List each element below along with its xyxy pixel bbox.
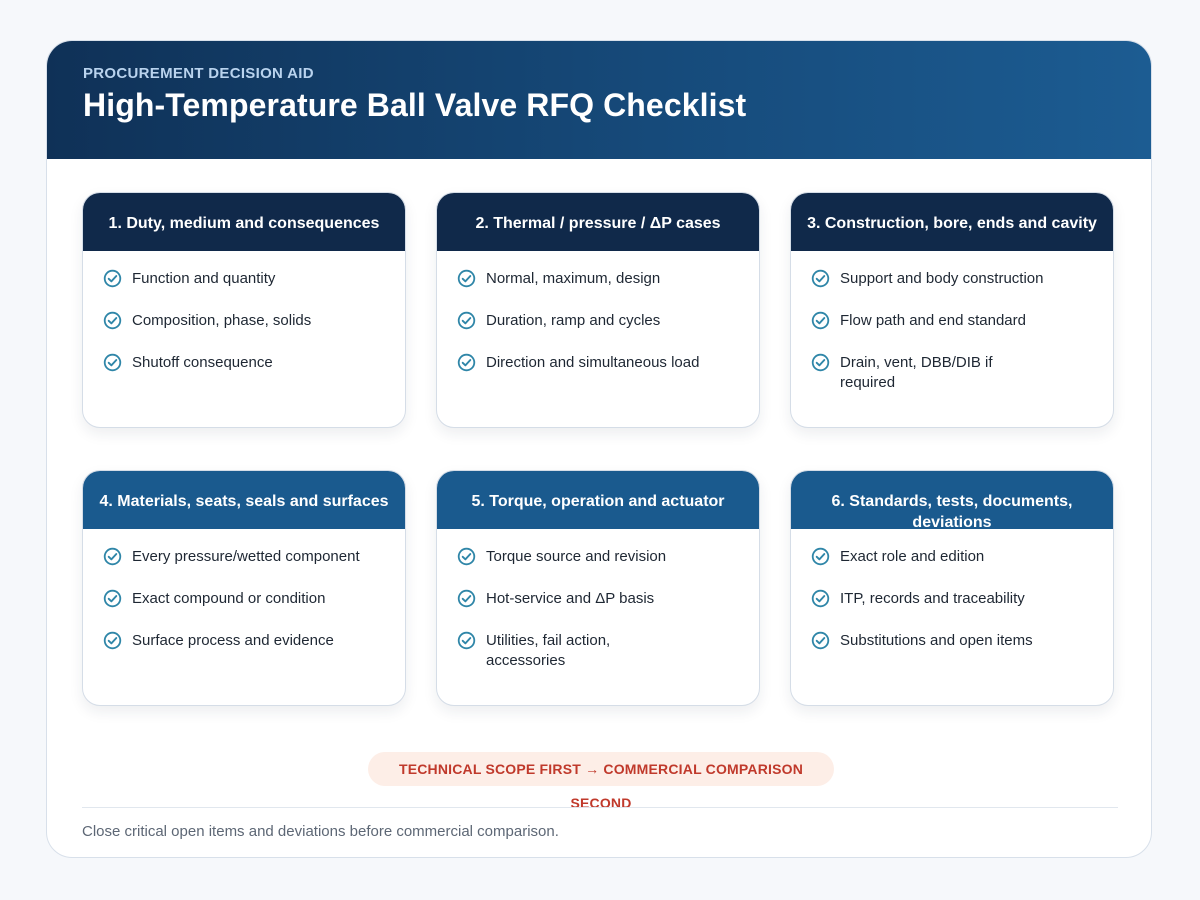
check-circle-icon (103, 547, 122, 566)
item-list: Exact role and edition ITP, records and … (791, 529, 1113, 651)
check-circle-icon (457, 631, 476, 650)
card-title: 1. Duty, medium and consequences (83, 193, 405, 251)
item-list: Every pressure/wetted component Exact co… (83, 529, 405, 651)
list-item: ITP, records and traceability (811, 589, 1099, 609)
item-list: Support and body construction Flow path … (791, 251, 1113, 393)
list-item: Duration, ramp and cycles (457, 311, 745, 331)
check-circle-icon (811, 269, 830, 288)
list-item: Composition, phase, solids (103, 311, 391, 331)
eyebrow-label: PROCUREMENT DECISION AID (83, 65, 314, 82)
check-circle-icon (103, 269, 122, 288)
list-item: Shutoff consequence (103, 353, 391, 373)
check-circle-icon (811, 311, 830, 330)
item-text: Surface process and evidence (132, 632, 334, 649)
item-text: Duration, ramp and cycles (486, 312, 661, 329)
list-item: Surface process and evidence (103, 631, 391, 651)
card-torque: 5. Torque, operation and actuator Torque… (436, 470, 760, 706)
item-text: Drain, vent, DBB/DIB if required (840, 354, 993, 391)
check-circle-icon (457, 311, 476, 330)
list-item: Function and quantity (103, 269, 391, 289)
list-item: Utilities, fail action, accessories (457, 631, 745, 671)
item-text: Function and quantity (132, 270, 276, 287)
card-materials: 4. Materials, seats, seals and surfaces … (82, 470, 406, 706)
item-text: Normal, maximum, design (486, 270, 661, 287)
list-item: Exact role and edition (811, 547, 1099, 567)
item-text: ITP, records and traceability (840, 590, 1025, 607)
footnote: Close critical open items and deviations… (82, 823, 559, 840)
check-circle-icon (103, 353, 122, 372)
list-item: Direction and simultaneous load (457, 353, 745, 373)
check-circle-icon (811, 589, 830, 608)
check-circle-icon (457, 589, 476, 608)
check-circle-icon (811, 547, 830, 566)
card-title: 3. Construction, bore, ends and cavity (791, 193, 1113, 251)
item-text: Composition, phase, solids (132, 312, 312, 329)
list-item: Hot-service and ΔP basis (457, 589, 745, 609)
list-item: Exact compound or condition (103, 589, 391, 609)
check-circle-icon (103, 311, 122, 330)
item-text: Torque source and revision (486, 548, 667, 565)
list-item: Normal, maximum, design (457, 269, 745, 289)
card-title: 6. Standards, tests, documents, deviatio… (791, 471, 1113, 529)
card-title: 5. Torque, operation and actuator (437, 471, 759, 529)
card-title: 4. Materials, seats, seals and surfaces (83, 471, 405, 529)
item-text: Exact role and edition (840, 548, 985, 565)
check-circle-icon (811, 631, 830, 650)
check-circle-icon (457, 353, 476, 372)
card-thermal: 2. Thermal / pressure / ΔP cases Normal,… (436, 192, 760, 428)
item-text: Exact compound or condition (132, 590, 326, 607)
item-list: Function and quantity Composition, phase… (83, 251, 405, 373)
list-item: Substitutions and open items (811, 631, 1099, 651)
check-circle-icon (457, 547, 476, 566)
card-duty: 1. Duty, medium and consequences Functio… (82, 192, 406, 428)
sequence-badge: TECHNICAL SCOPE FIRST → COMMERCIAL COMPA… (368, 752, 834, 811)
checklist-panel: PROCUREMENT DECISION AID High-Temperatur… (46, 40, 1152, 858)
page-title: High-Temperature Ball Valve RFQ Checklis… (83, 87, 747, 123)
list-item: Support and body construction (811, 269, 1099, 289)
item-text: Shutoff consequence (132, 354, 273, 371)
item-text: Flow path and end standard (840, 312, 1026, 329)
list-item: Every pressure/wetted component (103, 547, 391, 567)
list-item: Flow path and end standard (811, 311, 1099, 331)
item-text: Hot-service and ΔP basis (486, 590, 655, 607)
divider (82, 807, 1118, 808)
item-text: Utilities, fail action, accessories (486, 632, 611, 669)
header-banner: PROCUREMENT DECISION AID High-Temperatur… (47, 41, 1151, 159)
check-circle-icon (103, 631, 122, 650)
card-standards: 6. Standards, tests, documents, deviatio… (790, 470, 1114, 706)
item-text: Support and body construction (840, 270, 1044, 287)
item-text: Every pressure/wetted component (132, 548, 360, 565)
card-construction: 3. Construction, bore, ends and cavity S… (790, 192, 1114, 428)
card-title: 2. Thermal / pressure / ΔP cases (437, 193, 759, 251)
check-circle-icon (103, 589, 122, 608)
check-circle-icon (811, 353, 830, 372)
item-text: Substitutions and open items (840, 632, 1033, 649)
list-item: Torque source and revision (457, 547, 745, 567)
item-text: Direction and simultaneous load (486, 354, 700, 371)
check-circle-icon (457, 269, 476, 288)
list-item: Drain, vent, DBB/DIB if required (811, 353, 1099, 393)
item-list: Normal, maximum, design Duration, ramp a… (437, 251, 759, 373)
item-list: Torque source and revision Hot-service a… (437, 529, 759, 671)
